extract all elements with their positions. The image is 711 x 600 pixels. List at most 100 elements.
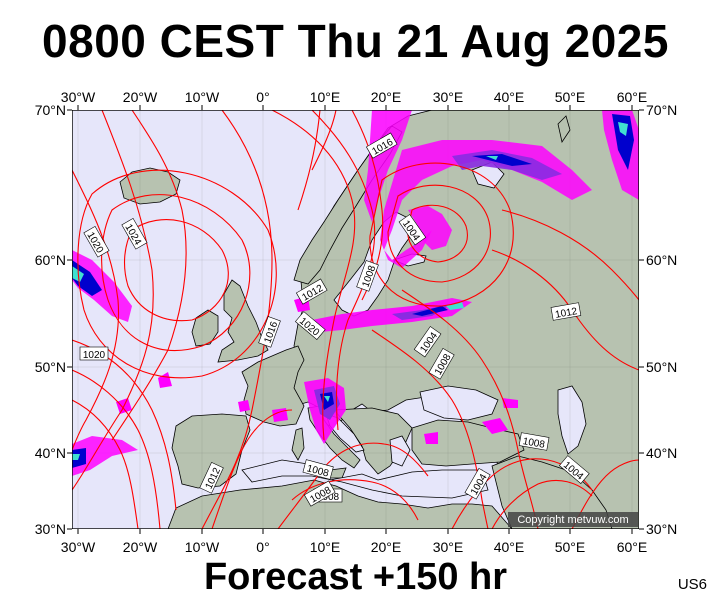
isobar-label-box [365, 132, 398, 159]
lon-label-bottom: 60°E [617, 539, 648, 555]
rain-band-baltic [312, 298, 472, 332]
lat-label-left: 30°N [35, 521, 66, 537]
isobar-label-box [295, 278, 328, 305]
caspian-sea [557, 385, 587, 455]
isobar-1012-east-2 [501, 209, 639, 301]
isobar-label-box [302, 459, 334, 480]
isobar-label-text: 1008 [317, 492, 340, 503]
isobar-label-box [356, 260, 379, 292]
lon-label-top: 30°E [433, 89, 464, 105]
graticule [72, 110, 639, 529]
iberia [171, 413, 251, 489]
isobar-label-box [83, 225, 110, 258]
isobar-label-box [294, 311, 326, 341]
isobar-label-text: 1012 [554, 306, 578, 321]
lat-label-left: 60°N [35, 252, 66, 268]
chart-title: 0800 CEST Thu 21 Aug 2025 [42, 15, 669, 67]
great-britain [217, 279, 269, 363]
lat-label-left: 70°N [35, 102, 66, 118]
isobar-label-box [518, 432, 550, 451]
isobar-label-box [550, 302, 582, 321]
rain-core-baltic-heavy [412, 306, 448, 316]
rain-band-scandinavia [364, 110, 412, 222]
rain-core-baltic-extreme [446, 302, 464, 310]
lon-label-bottom: 10°W [185, 539, 220, 555]
rain-cell-atlantic-nw [72, 250, 132, 322]
lat-label-left: 40°N [35, 445, 66, 461]
isobar-label-box [398, 214, 427, 246]
isobar-1008-loop [291, 479, 419, 521]
isobar-1016-atlantic [72, 169, 120, 451]
isobar-label-box [413, 326, 442, 358]
isobar-label: 1012 [550, 302, 582, 321]
rain-core-alps-extreme [324, 396, 330, 402]
corsica-sardinia [291, 427, 305, 461]
isobar-ne-1 [311, 110, 337, 171]
isobar-atl-s3 [72, 399, 139, 529]
isobar-atl-s2 [72, 369, 161, 529]
isobar-high-ring-2 [101, 194, 251, 351]
isobar-1008-turkey [491, 479, 593, 529]
isobar-1008-east [371, 329, 489, 529]
isobar-label-box [558, 455, 590, 485]
isobar-1024-atlantic [111, 110, 187, 441]
rain-core-atlantic-sw [72, 448, 86, 468]
rain-scatter-7 [272, 408, 288, 422]
rain-scatter-3 [238, 400, 250, 412]
rain-scatter-5 [482, 418, 508, 434]
isobar-1020-atlantic [72, 110, 154, 491]
aegean-sea [389, 435, 411, 467]
isobar-1012-sw [211, 409, 293, 529]
lon-label-top: 20°W [123, 89, 158, 105]
copyright-text: Copyright metvuw.com [517, 514, 628, 526]
lat-label-right: 40°N [646, 445, 677, 461]
isobar-1004-east [401, 289, 539, 529]
isobar-high-ring-3 [77, 169, 277, 379]
lon-label-bottom: 50°E [555, 539, 586, 555]
lon-label-top: 40°E [494, 89, 525, 105]
rain-cell-atlantic-sw [72, 436, 138, 476]
isobar-ne-2 [297, 110, 321, 211]
rain-core-russia-heavy [472, 154, 532, 166]
lon-label-bottom: 10°E [310, 539, 341, 555]
isobar-label-box [121, 217, 148, 250]
isobar-label-text: 1020 [83, 350, 106, 361]
lon-label-top: 20°E [371, 89, 402, 105]
isobar-label-box [79, 346, 109, 361]
weather-map: 1016 1020 1024 1020 1020 1016 1012 1008 1004 1008… [71, 109, 640, 530]
lat-label-right: 30°N [646, 521, 677, 537]
lon-label-top: 50°E [555, 89, 586, 105]
lat-label-right: 60°N [646, 252, 677, 268]
rain-core-east-extreme [618, 122, 628, 136]
lon-label-bottom: 20°E [371, 539, 402, 555]
black-sea [419, 385, 499, 421]
isobar-label-box [258, 316, 281, 348]
lat-label-right: 50°N [646, 359, 677, 375]
isobar-label-box [199, 461, 224, 494]
lon-label-bottom: 30°W [61, 539, 96, 555]
lon-label-top: 10°E [310, 89, 341, 105]
copyright-box: Copyright metvuw.com [508, 512, 638, 527]
rain-scatter-8 [424, 432, 438, 444]
isobar-label-text: 1008 [522, 436, 546, 451]
isobar-label-box [464, 467, 491, 500]
isobar-label: 1020 [79, 346, 109, 361]
precipitation [72, 110, 639, 476]
map-code: US6 [677, 576, 707, 593]
rain-core-russia-extreme [486, 156, 498, 160]
isobar-label: 1008 [518, 432, 550, 451]
isobar-low-finland-1 [407, 204, 468, 263]
lon-label-top: 60°E [617, 89, 648, 105]
lon-label-top: 10°W [185, 89, 220, 105]
forecast-label: Forecast +150 hr [203, 556, 508, 598]
lon-label-bottom: 20°W [123, 539, 158, 555]
lon-label-top: 30°W [61, 89, 96, 105]
rain-core-atlantic-sw-extreme [72, 454, 80, 460]
isobar-low-finland-3 [369, 162, 514, 307]
lat-label-right: 70°N [646, 102, 677, 118]
rain-spiral-finland [408, 206, 452, 250]
isobar-1008-sw [277, 442, 429, 529]
